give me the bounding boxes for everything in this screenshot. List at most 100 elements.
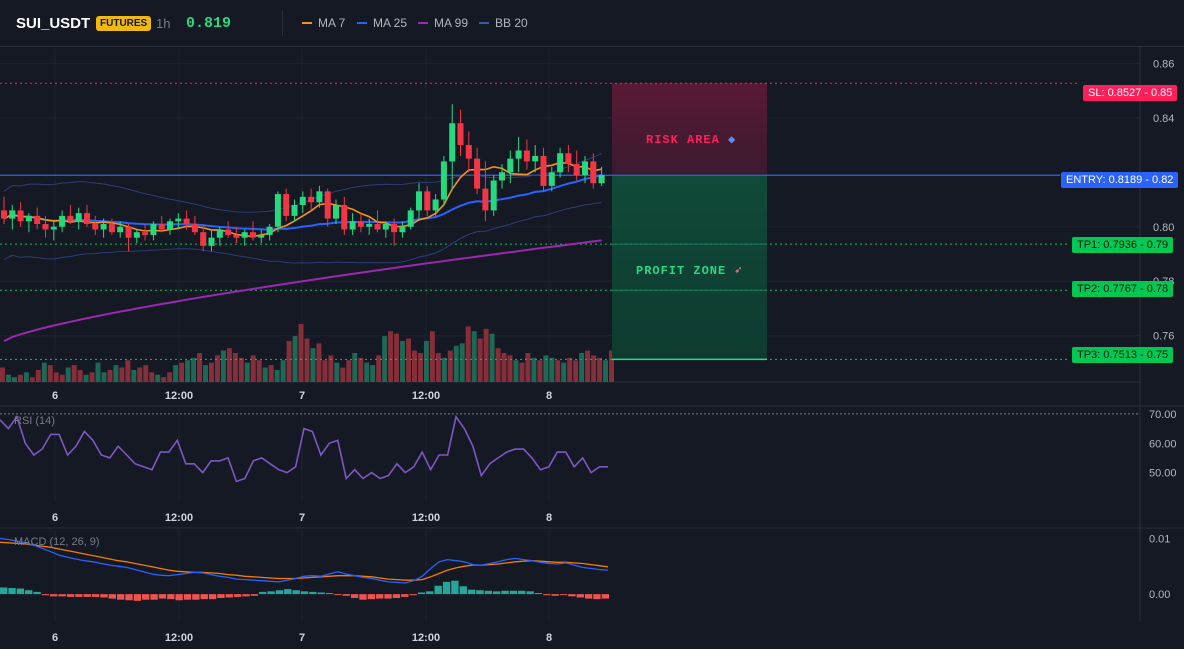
macd-histogram-bar [250,594,259,596]
candle-body [133,232,140,238]
time-axis-label-main: 6 [52,390,58,402]
volume-bar [322,360,328,382]
candle-body [374,224,381,230]
candle-body [59,215,66,227]
volume-bar [573,360,579,382]
tp3-short: 0.75 [1146,349,1169,361]
macd-histogram-bar [384,594,392,599]
timeframe-label[interactable]: 1h [156,16,171,31]
volume-bar [232,353,238,382]
candle-body [125,226,132,238]
macd-histogram-bar [551,594,559,596]
volume-bar [167,372,173,382]
candle-body [34,215,41,225]
macd-histogram-bar [8,587,16,595]
futures-badge: FUTURES [96,16,152,31]
volume-bar [585,350,591,382]
candle-body [324,191,331,219]
legend-ma99[interactable]: MA 99 [418,16,468,30]
candle-body [258,234,265,238]
volume-bar [143,365,149,382]
macd-histogram-bar [568,594,576,597]
macd-histogram-bar [325,593,334,595]
candle-body [299,196,306,205]
macd-histogram-bar [401,594,409,597]
macd-histogram-bar [275,590,284,595]
rsi-axis-tick: 50.00 [1149,468,1177,480]
macd-histogram-bar [417,592,426,595]
macd-histogram-bar [518,590,526,595]
macd-histogram-bar [534,593,543,595]
volume-bar [101,372,107,382]
volume-bar [71,365,77,382]
macd-histogram-bar [509,590,518,595]
rsi-title: RSI (14) [14,415,55,427]
symbol-name[interactable]: SUI_USDT [16,15,91,32]
macd-histogram-bar [233,594,242,597]
candle-body [457,123,464,146]
volume-bar [537,360,543,382]
macd-histogram-bar [426,591,434,595]
volume-bar [185,360,191,382]
volume-bar [513,360,519,382]
legend-bb20[interactable]: BB 20 [479,16,528,30]
volume-bar [53,372,59,382]
candle-body [191,224,198,233]
macd-histogram-bar [342,594,350,596]
tp1-text: TP1: 0.7936 [1077,239,1137,251]
macd-histogram-bar [309,591,317,595]
candle-body [540,155,547,186]
rsi-axis-tick: 70.00 [1149,409,1177,421]
macd-histogram-bar [501,590,509,595]
macd-histogram-bar [476,590,484,595]
tp2-text: TP2: 0.7767 [1077,283,1137,295]
candle-body [557,153,564,173]
volume-bar [119,367,125,382]
macd-histogram-bar [83,594,91,597]
rsi-axis-tick: 60.00 [1149,438,1177,450]
macd-histogram-bar [359,594,367,600]
candle-body [598,175,605,184]
time-axis-label-macd: 6 [52,632,58,644]
legend-ma7[interactable]: MA 7 [302,16,345,30]
macd-signal-line [0,541,609,581]
legend-ma25[interactable]: MA 25 [357,16,407,30]
candle-body [216,229,223,238]
risk-area-text: RISK AREA [646,133,720,147]
entry-label: ENTRY: 0.8189 - 0.82 [1061,172,1179,188]
candle-body [84,213,90,225]
volume-bar [471,331,477,382]
time-axis-label-main: 7 [299,390,305,402]
macd-histogram-bar [91,594,100,597]
time-axis-label-main: 8 [546,390,552,402]
rsi-line [0,414,608,483]
macd-histogram-bar [367,594,376,600]
volume-bar [89,372,95,382]
volume-bar [41,362,47,382]
volume-bar [137,367,143,382]
macd-axis-tick: 0.00 [1149,589,1170,601]
ma99-label: MA 99 [434,16,469,30]
candle-body [382,224,389,230]
candle-body [150,224,157,235]
candle-body [67,215,74,222]
profit-zone [612,175,767,360]
candle-body [9,210,16,219]
volume-bar [411,350,417,382]
macd-histogram-bar [350,594,359,599]
volume-bar [173,365,179,382]
volume-bar [603,360,609,382]
macd-histogram-bar [526,591,534,595]
candle-body [366,224,373,227]
macd-histogram-bar [183,594,192,600]
candle-body [92,224,99,230]
macd-histogram-bar [259,591,267,595]
bb20-label: BB 20 [495,16,528,30]
macd-histogram-bar [0,587,8,595]
macd-histogram-bar [459,586,467,595]
macd-histogram-bar [584,594,593,599]
candle-body [407,210,414,227]
macd-histogram-bar [175,594,183,601]
volume-bar [346,360,352,382]
